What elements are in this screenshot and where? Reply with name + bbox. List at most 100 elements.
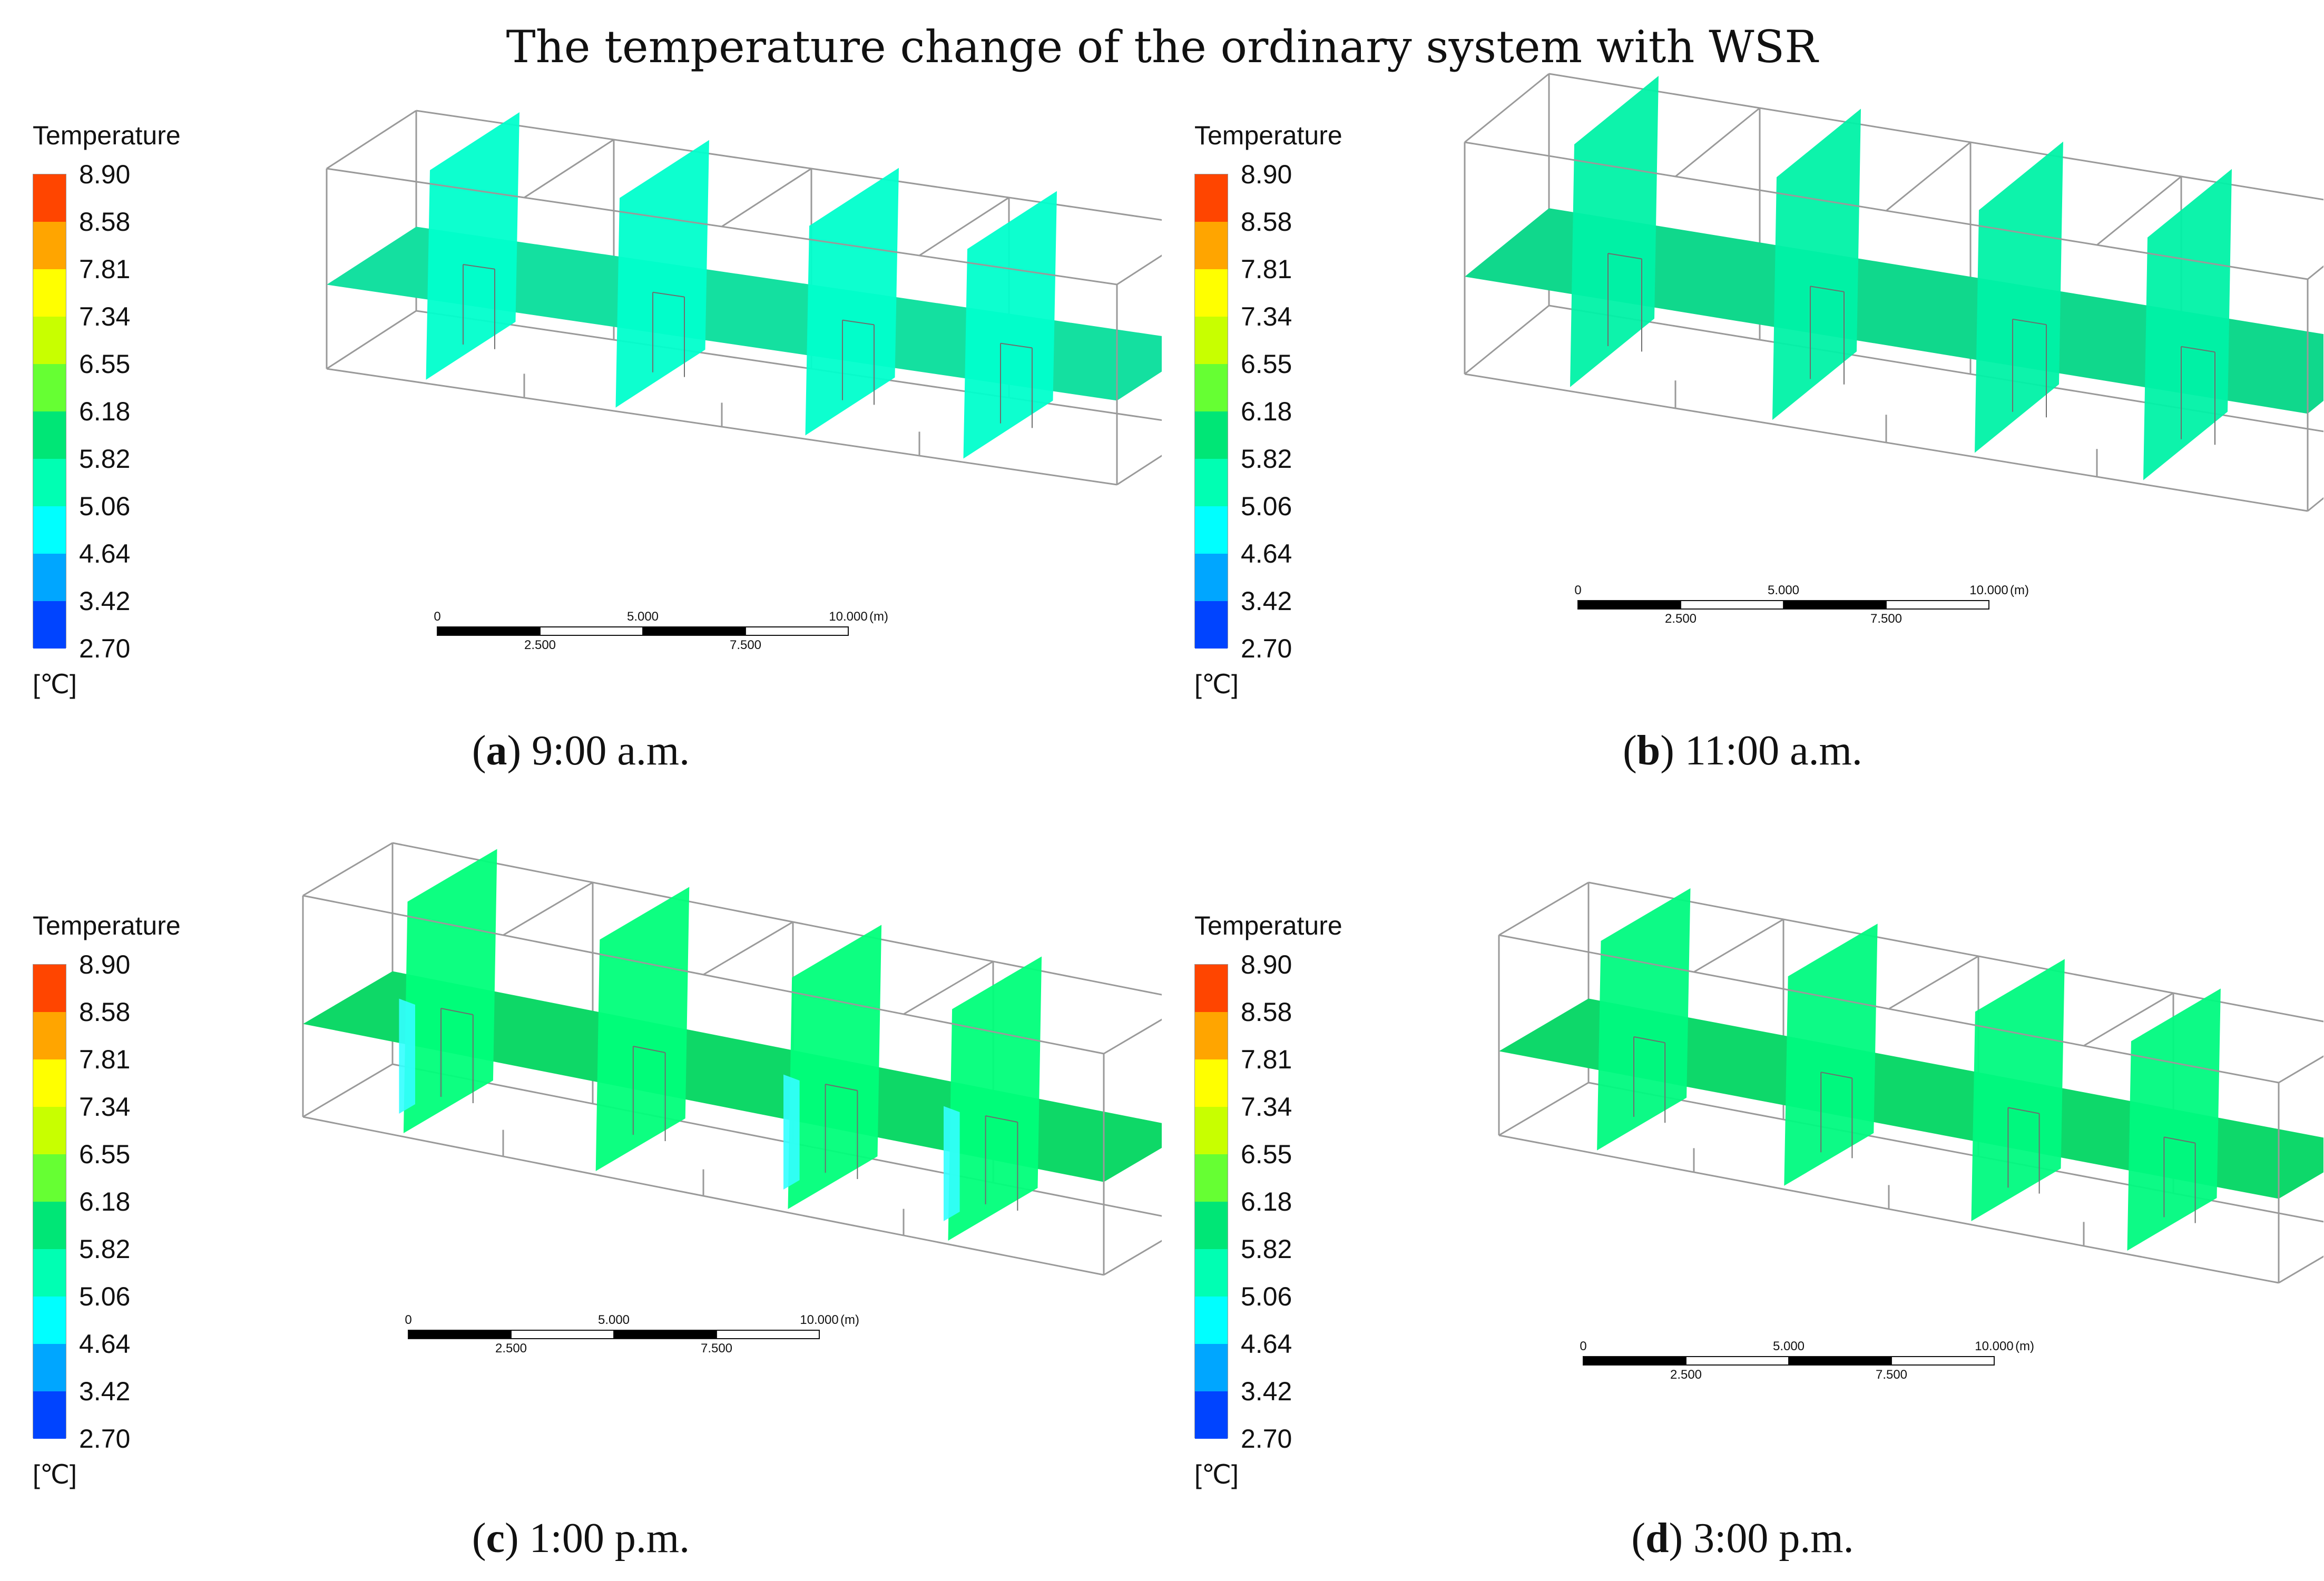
legend-level-label: 3.42 xyxy=(79,586,131,616)
legend-level-label: 7.81 xyxy=(79,254,131,284)
legend-color-segment xyxy=(33,1344,66,1391)
vertical-section-plane xyxy=(963,191,1057,459)
wireframe-edge xyxy=(903,960,994,1015)
wireframe-edge xyxy=(1116,254,1162,286)
scale-bar-label: 0 xyxy=(434,610,440,624)
wireframe-edge xyxy=(302,1063,393,1118)
legend-color-segment xyxy=(1195,1249,1228,1297)
wireframe-edge xyxy=(503,881,593,936)
wireframe-edge xyxy=(721,168,812,228)
legend-level-label: 5.06 xyxy=(1241,492,1292,521)
legend-level-label: 7.81 xyxy=(1241,1045,1292,1074)
legend-level-label: 6.55 xyxy=(1241,1140,1292,1169)
scale-bar-segment xyxy=(745,626,849,636)
legend-color-bar xyxy=(33,174,66,649)
legend-color-segment xyxy=(1195,364,1228,411)
legend-level-label: 7.34 xyxy=(79,302,131,331)
legend-color-segment xyxy=(1195,1012,1228,1059)
scale-bar-segment xyxy=(408,1330,512,1339)
panel-time: 9:00 a.m. xyxy=(521,728,690,774)
scale-bar-label: (m) xyxy=(869,610,888,624)
scale-bar-segment xyxy=(1685,1356,1789,1366)
wireframe-edge xyxy=(1588,881,2323,1023)
panel-time: 1:00 p.m. xyxy=(518,1515,690,1562)
wireframe-edge xyxy=(392,842,1162,996)
wireframe-edge xyxy=(302,895,1104,1055)
legend-color-segment xyxy=(1195,1297,1228,1344)
legend-color-segment xyxy=(1195,965,1228,1012)
scale-bar-segment xyxy=(1577,600,1681,610)
legend-color-segment xyxy=(1195,1391,1228,1439)
legend-color-segment xyxy=(1195,269,1228,317)
legend-color-segment xyxy=(33,1391,66,1439)
wireframe-edge xyxy=(2278,1255,2323,1284)
legend-color-segment xyxy=(33,1249,66,1297)
wireframe-edge xyxy=(1498,934,2279,1084)
panel-caption: (b) 11:00 a.m. xyxy=(1623,728,1862,774)
scale-bar-label: 7.500 xyxy=(1870,612,1902,626)
scale-bar-segment xyxy=(1680,600,1784,610)
legend-color-segment xyxy=(33,174,66,222)
vertical-section-plane xyxy=(2127,988,2221,1251)
panel-c: Temperature 8.90 8.58 7.81 7.34 6.55 6.18 5.82 5… xyxy=(0,790,1162,1580)
legend-level-label: 5.82 xyxy=(79,444,131,474)
legend-level-label: 3.42 xyxy=(79,1377,131,1406)
legend-color-segment xyxy=(1195,174,1228,222)
legend-level-label: 4.64 xyxy=(79,1329,131,1359)
legend-color-segment xyxy=(33,317,66,364)
legend-level-label: 5.82 xyxy=(1241,1234,1292,1264)
cold-air-region xyxy=(399,998,415,1114)
vertical-section-plane xyxy=(615,140,709,408)
legend-level-label: 7.34 xyxy=(1241,302,1292,331)
legend-level-label: 7.81 xyxy=(79,1045,131,1074)
panel-caption: (d) 3:00 p.m. xyxy=(1631,1515,1854,1562)
scale-bar-label: 10.000 xyxy=(1975,1339,2013,1353)
legend-color-segment xyxy=(33,364,66,411)
scale-bar-segment xyxy=(1891,1356,1995,1366)
legend-level-label: 3.42 xyxy=(1241,586,1292,616)
opening-outline xyxy=(1607,253,1642,260)
legend-level-label: 8.58 xyxy=(1241,207,1292,237)
legend-color-segment xyxy=(33,1107,66,1154)
legend-level-label: 6.18 xyxy=(79,1187,131,1216)
scale-bar-label: 5.000 xyxy=(1773,1339,1805,1353)
vertical-section-plane xyxy=(1784,924,1878,1186)
legend-level-label: 8.90 xyxy=(79,950,131,979)
wireframe-edge xyxy=(1498,1082,1589,1136)
vertical-section-plane xyxy=(1570,76,1659,387)
scale-bar-label: 7.500 xyxy=(730,638,761,652)
scale-bar-segment xyxy=(1783,600,1887,610)
legend-color-segment xyxy=(1195,1154,1228,1202)
wireframe-edge xyxy=(2278,1055,2323,1084)
legend-level-label: 2.70 xyxy=(79,634,131,663)
panel-caption: (a) 9:00 a.m. xyxy=(472,728,690,774)
legend-color-segment xyxy=(33,1012,66,1059)
room-3d-scene: 0 5.000 10.000 (m) 2.500 7.500 xyxy=(1498,881,2323,1382)
horizontal-section-plane xyxy=(327,227,1162,401)
legend-level-label: 7.34 xyxy=(1241,1092,1292,1122)
scale-bar-label: 2.500 xyxy=(1665,612,1697,626)
legend-color-segment xyxy=(1195,1107,1228,1154)
wireframe-edge xyxy=(1464,305,1550,375)
scale-bar-segment xyxy=(511,1330,614,1339)
wireframe-edge xyxy=(326,310,417,370)
wireframe-edge xyxy=(1464,141,2308,280)
vertical-section-plane xyxy=(788,925,882,1209)
legend-color-bar xyxy=(1194,174,1228,649)
scale-bar-label: 5.000 xyxy=(627,610,659,624)
legend-title: Temperature xyxy=(33,121,181,150)
scale-bar-segment xyxy=(540,626,643,636)
wireframe-edge xyxy=(1675,107,1760,178)
wireframe-edge xyxy=(1693,918,1784,973)
opening-outline xyxy=(2012,318,2047,326)
legend-level-label: 6.55 xyxy=(79,349,131,379)
legend-level-label: 8.58 xyxy=(79,207,131,237)
legend-level-label: 8.90 xyxy=(1241,160,1292,189)
wireframe-edge xyxy=(1103,1240,1162,1276)
legend-level-label: 5.82 xyxy=(1241,444,1292,474)
opening-outline xyxy=(1810,286,1845,292)
legend-level-label: 5.06 xyxy=(79,1282,131,1311)
legend-color-segment xyxy=(1195,1202,1228,1249)
legend-color-segment xyxy=(1195,222,1228,269)
legend-level-label: 4.64 xyxy=(1241,1329,1292,1359)
